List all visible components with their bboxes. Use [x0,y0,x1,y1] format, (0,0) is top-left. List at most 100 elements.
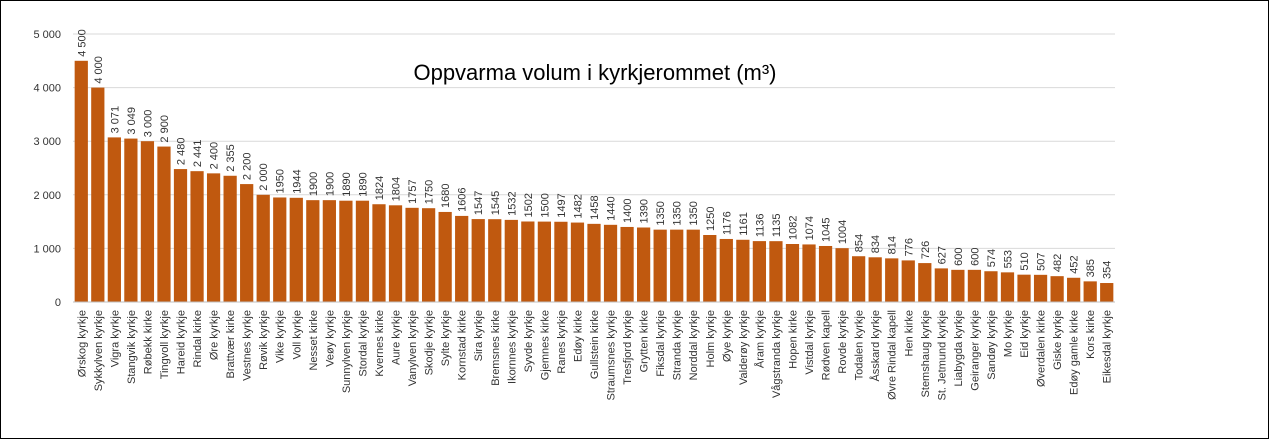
x-tick-label: Tresfjord kyrkje [622,310,634,385]
y-tick-label: 5 000 [33,29,61,41]
bar [868,257,882,302]
data-label: 600 [953,247,965,265]
bar [438,211,452,302]
data-label: 1900 [324,172,336,196]
x-tick-label: Sunnylven kyrkje [341,310,353,393]
bar [1017,274,1031,302]
bar [306,200,320,302]
bar [1067,277,1081,302]
x-tick-label: Veøy kyrkje [324,310,336,367]
data-label: 452 [1069,255,1081,273]
data-label: 2 480 [176,138,188,166]
data-label: 1004 [837,220,849,244]
x-tick-label: Rødven kapell [821,310,833,380]
bar [455,215,469,302]
data-label: 1500 [539,193,551,217]
bar [703,235,717,302]
bar [918,263,932,302]
bar [554,221,568,302]
data-label: 4 500 [76,29,88,57]
bar [769,241,783,302]
x-tick-label: Ørskog kyrkje [76,310,88,377]
data-label: 2 400 [209,142,221,170]
x-tick-label: Voll kyrkje [291,310,303,360]
x-tick-label: Røbekk kirke [142,310,154,374]
x-tick-label: Gullstein kirke [589,310,601,379]
bar [421,208,436,302]
x-tick-label: Hen kirke [903,310,915,356]
bar [686,229,700,302]
x-tick-label: Rindal kirke [192,310,204,367]
data-label: 482 [1052,254,1064,272]
x-tick-label: Giske kyrkje [1052,310,1064,370]
x-tick-label: Ikornnes kyrkje [506,310,518,384]
x-tick-label: Kors kirke [1085,310,1097,359]
bar [587,223,601,302]
data-label: 600 [969,247,981,265]
bar [752,241,767,302]
bar [521,221,535,302]
bar [901,260,915,302]
y-tick-label: 4 000 [33,83,61,95]
bar [984,271,998,302]
chart-title: Oppvarma volum i kyrkjerommet (m³) [413,60,776,85]
data-label: 1045 [821,218,833,242]
y-tick-label: 2 000 [33,190,61,202]
x-tick-label: Skodje kyrkje [424,310,436,375]
data-label: 385 [1085,259,1097,277]
x-tick-label: Sira kyrkje [473,310,485,361]
x-tick-label: Bremsnes kirke [490,310,502,386]
data-label: 776 [903,238,915,256]
x-tick-label: Vanylven kyrkje [407,310,419,386]
data-label: 1250 [705,207,717,231]
x-tick-label: Sylte kyrkje [440,310,452,366]
x-tick-label: Vågstranda kyrkje [771,310,783,398]
data-label: 3 071 [109,106,121,134]
x-tick-label: Eid kyrkje [1019,310,1031,358]
data-label: 1750 [424,180,436,204]
bar [835,248,849,302]
x-tick-label: Stangvik kyrkje [126,310,138,384]
data-label: 1497 [556,193,568,217]
x-tick-label: Åram kyrkje [753,310,766,368]
x-tick-label: Grytten kirke [639,310,651,372]
data-label: 3 049 [126,107,138,135]
x-tick-label: Vike kyrkje [275,310,287,363]
data-label: 1804 [391,177,403,201]
x-tick-label: Nesset kirke [308,310,320,371]
x-tick-label: Geiranger kyrkje [969,310,981,391]
data-label: 354 [1102,261,1114,279]
bar [140,141,155,302]
data-label: 1176 [721,211,733,235]
y-tick-label: 3 000 [33,136,61,148]
data-label: 2 900 [159,115,171,143]
bar [488,219,502,302]
x-tick-label: Holm kyrkje [705,310,717,367]
data-label: 1482 [572,194,584,218]
bar [1033,274,1048,302]
bar [372,204,386,302]
bar [1083,281,1097,302]
bar [670,229,684,302]
data-label: 1890 [341,172,353,196]
x-tick-label: Hopen kirke [787,310,799,369]
data-label: 2 441 [192,140,204,168]
bar [240,184,254,302]
bar [504,219,518,302]
x-tick-label: Stordal kyrkje [357,310,369,377]
x-tick-label: St. Jetmund kyrkje [936,310,948,400]
x-tick-label: Øvre Rindal kapell [887,310,899,400]
bar [934,268,948,302]
data-label: 1350 [672,201,684,225]
data-label: 1606 [457,187,469,211]
data-label: 1680 [440,183,452,207]
bar [124,138,138,302]
bar [736,239,750,302]
data-label: 510 [1019,252,1031,270]
bar [190,171,204,302]
x-tick-label: Mo kyrkje [1002,310,1014,357]
x-tick-label: Todalen kyrkje [854,310,866,380]
data-label: 627 [936,246,948,264]
bar [339,200,353,302]
bar [885,258,899,302]
